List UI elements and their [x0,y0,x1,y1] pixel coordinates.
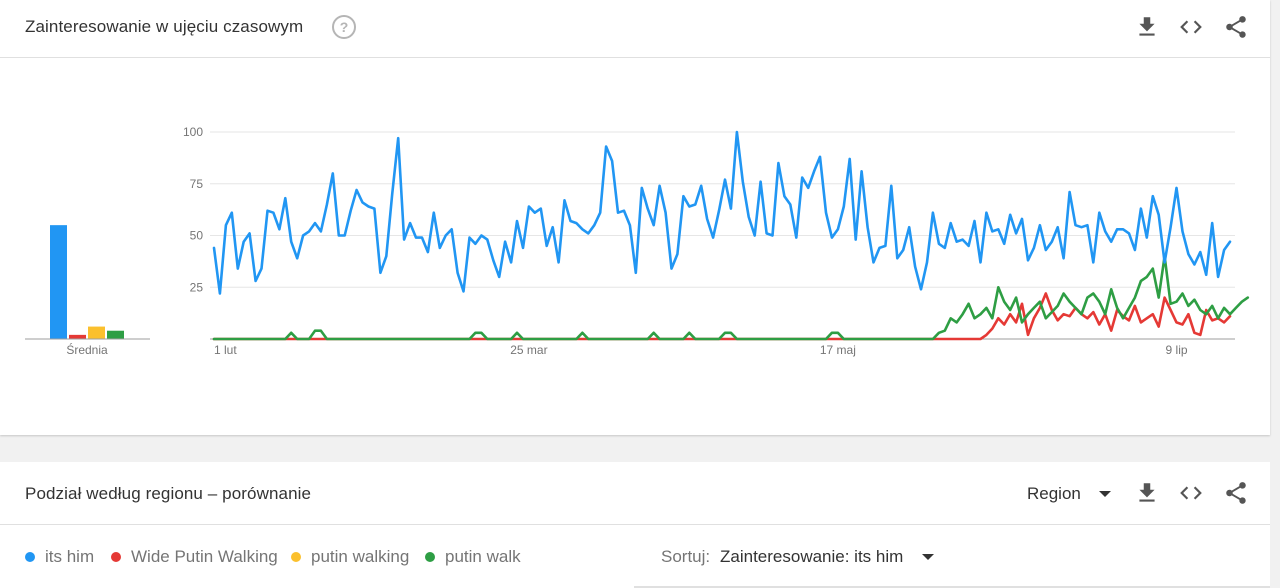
download-icon[interactable] [1134,14,1160,40]
series-dot-icon [25,551,35,562]
legend-item-putin-walking[interactable]: putin walking [291,525,409,588]
series-line-wide-putin-walking[interactable] [212,292,1232,341]
y-tick-label: 75 [190,177,204,191]
x-axis-labels: 1 lut 25 mar 17 maj 9 lip [214,343,1188,357]
legend-label: putin walking [311,546,410,566]
series-dot-icon [111,551,121,562]
help-circle-icon[interactable]: ? [332,15,356,39]
y-tick-label: 100 [183,125,203,139]
x-tick-label: 9 lip [1166,343,1188,357]
chart-grid: 25 50 75 100 [183,125,1235,340]
average-bar-wide-putin-walking[interactable] [69,334,86,339]
y-tick-label: 50 [190,229,204,243]
card-header: Podział według regionu – porównanie Regi… [0,462,1270,525]
average-bar-putin-walking[interactable] [88,326,105,339]
download-icon[interactable] [1134,480,1160,506]
card-header: Zainteresowanie w ujęciu czasowym ? [0,0,1270,58]
x-tick-label: 25 mar [510,343,547,357]
share-icon[interactable] [1223,14,1249,40]
interest-chart: Średnia 25 50 75 100 1 lut 25 mar 17 maj 9 lip [25,125,1250,357]
region-dropdown-arrow-icon[interactable] [1099,491,1111,497]
region-comparison-card: Podział według regionu – porównanie Regi… [0,462,1270,588]
card-title: Zainteresowanie w ujęciu czasowym [25,17,304,36]
series-line-putin-walk[interactable] [212,254,1250,341]
share-icon[interactable] [1223,480,1249,506]
legend-item-wide-putin-walking[interactable]: Wide Putin Walking [111,525,278,588]
legend-label: Wide Putin Walking [131,546,278,566]
region-select[interactable]: Region [1027,484,1081,503]
legend-label: putin walk [445,546,521,566]
legend-item-putin-walk[interactable]: putin walk [425,525,521,588]
legend-item-its-him[interactable]: its him [25,525,94,588]
average-category-label: Średnia [66,342,108,357]
sort-select[interactable]: Zainteresowanie: its him [720,547,904,566]
card-title: Podział według regionu – porównanie [25,484,312,503]
embed-code-icon[interactable] [1178,14,1204,40]
average-bar-putin-walk[interactable] [107,330,124,339]
x-tick-label: 1 lut [214,343,237,357]
series-dot-icon [291,551,301,562]
legend-label: its him [45,546,95,566]
sort-dropdown-arrow-icon[interactable] [922,554,934,560]
average-bar-chart [50,225,124,339]
average-bar-its-him[interactable] [50,225,67,339]
sort-label: Sortuj: [661,547,711,566]
interest-over-time-card: Zainteresowanie w ujęciu czasowym ? Śred… [0,0,1270,435]
series-legend: its him Wide Putin Walking putin walking… [0,525,1270,588]
embed-code-icon[interactable] [1178,480,1204,506]
chart-series-lines [212,130,1250,341]
series-dot-icon [425,551,435,562]
y-tick-label: 25 [190,280,204,294]
x-tick-label: 17 maj [820,343,856,357]
sort-underline [634,586,1270,588]
series-line-its-him[interactable] [212,130,1232,295]
